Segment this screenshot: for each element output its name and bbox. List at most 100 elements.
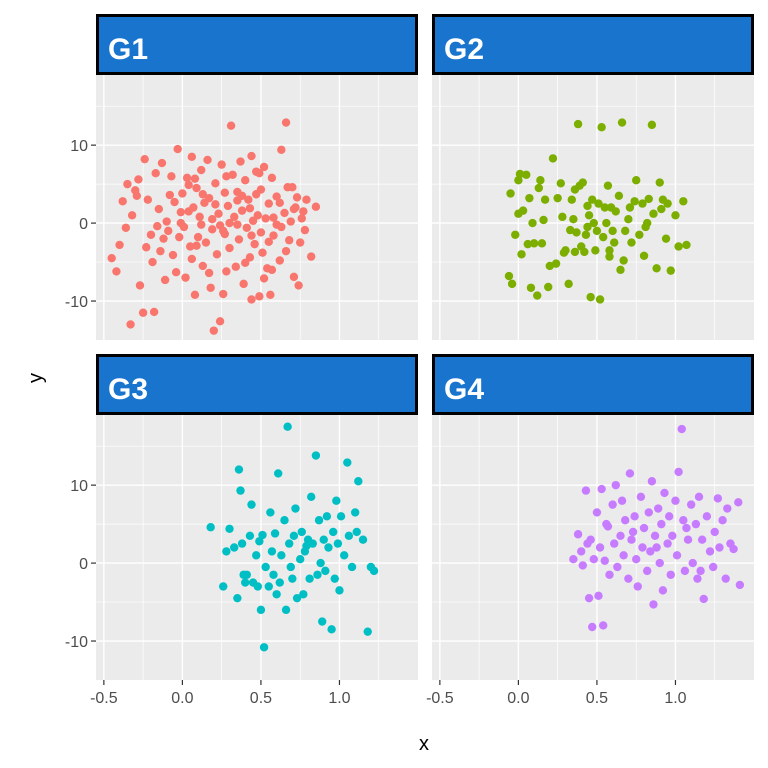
data-point bbox=[534, 183, 544, 193]
data-point bbox=[639, 251, 649, 261]
data-point bbox=[569, 554, 578, 564]
data-point bbox=[151, 169, 160, 178]
data-point bbox=[140, 154, 149, 164]
data-point bbox=[529, 239, 539, 248]
data-point bbox=[247, 151, 256, 161]
data-point bbox=[281, 246, 291, 256]
data-point bbox=[723, 504, 732, 513]
data-point bbox=[247, 231, 256, 240]
data-point bbox=[583, 539, 592, 548]
data-point bbox=[702, 512, 712, 521]
data-point bbox=[677, 424, 686, 434]
data-point bbox=[652, 543, 661, 552]
data-point bbox=[259, 643, 269, 652]
data-point bbox=[573, 530, 583, 539]
data-point bbox=[127, 211, 137, 220]
data-point bbox=[280, 208, 289, 218]
data-point bbox=[602, 519, 611, 529]
data-point bbox=[190, 174, 200, 183]
data-point bbox=[203, 155, 212, 165]
data-point bbox=[261, 562, 270, 572]
data-point bbox=[664, 512, 674, 521]
data-point bbox=[275, 578, 284, 587]
data-point bbox=[332, 496, 341, 505]
data-point bbox=[718, 516, 727, 525]
data-point bbox=[195, 212, 204, 222]
data-point bbox=[710, 527, 719, 537]
data-point bbox=[281, 605, 291, 615]
data-point bbox=[223, 201, 233, 211]
data-point bbox=[157, 158, 167, 168]
data-point bbox=[558, 212, 567, 222]
data-point bbox=[572, 228, 581, 237]
data-point bbox=[215, 221, 225, 230]
data-point bbox=[253, 582, 262, 591]
data-point bbox=[594, 199, 603, 208]
data-point bbox=[551, 259, 561, 268]
data-point bbox=[583, 222, 592, 232]
data-point bbox=[198, 261, 208, 271]
data-point bbox=[581, 486, 591, 495]
data-point bbox=[638, 543, 647, 552]
data-point bbox=[617, 118, 627, 127]
data-point bbox=[264, 199, 273, 208]
data-point bbox=[316, 558, 325, 568]
data-point bbox=[663, 539, 672, 548]
data-point bbox=[567, 195, 576, 204]
data-point bbox=[705, 547, 715, 556]
data-point bbox=[184, 180, 193, 190]
data-point bbox=[533, 291, 542, 300]
data-point bbox=[599, 621, 608, 630]
data-point bbox=[588, 195, 597, 204]
facet-g2: G2 bbox=[432, 14, 754, 340]
data-point bbox=[621, 226, 630, 236]
data-point bbox=[600, 556, 609, 565]
data-point bbox=[126, 320, 135, 329]
data-point bbox=[241, 578, 250, 587]
data-point bbox=[283, 422, 292, 431]
data-point bbox=[506, 189, 515, 198]
data-point bbox=[721, 574, 730, 583]
data-point bbox=[578, 561, 587, 570]
data-point bbox=[595, 543, 605, 552]
data-point bbox=[208, 225, 217, 234]
x-tick-label: 1.0 bbox=[328, 690, 350, 707]
data-point bbox=[668, 531, 677, 541]
data-point bbox=[209, 326, 219, 335]
data-point bbox=[311, 451, 321, 460]
data-point bbox=[610, 539, 619, 548]
x-tick-label: 0.5 bbox=[250, 690, 272, 707]
data-point bbox=[652, 264, 661, 273]
data-point bbox=[143, 195, 153, 204]
data-point bbox=[528, 218, 537, 228]
data-point bbox=[641, 222, 650, 232]
data-point bbox=[344, 531, 354, 541]
data-point bbox=[584, 593, 594, 603]
data-point bbox=[649, 209, 658, 218]
data-point bbox=[175, 232, 184, 242]
data-point bbox=[679, 197, 688, 206]
strip-label: G3 bbox=[108, 373, 148, 406]
x-axis-title: x bbox=[419, 733, 429, 755]
data-point bbox=[517, 250, 526, 259]
data-point bbox=[633, 582, 642, 591]
data-point bbox=[570, 185, 580, 194]
data-point bbox=[625, 203, 635, 212]
data-point bbox=[333, 539, 343, 548]
data-point bbox=[247, 295, 256, 304]
y-axis-title: y bbox=[25, 373, 47, 383]
data-point bbox=[112, 267, 121, 276]
data-point bbox=[222, 547, 231, 556]
data-point bbox=[539, 215, 548, 225]
data-point bbox=[275, 198, 284, 208]
data-point bbox=[149, 307, 159, 317]
data-point bbox=[267, 173, 277, 183]
data-point bbox=[280, 516, 289, 525]
data-point bbox=[261, 214, 270, 223]
data-point bbox=[267, 547, 277, 556]
data-point bbox=[688, 558, 697, 568]
data-point bbox=[252, 551, 261, 560]
y-tick-label: 0 bbox=[79, 216, 88, 233]
data-point bbox=[577, 547, 586, 556]
data-point bbox=[239, 279, 248, 289]
